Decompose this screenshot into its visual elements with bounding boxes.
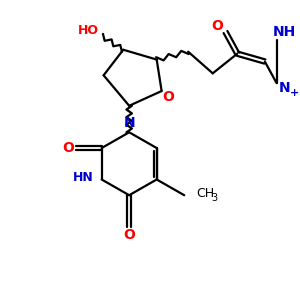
Text: O: O xyxy=(62,141,74,155)
Text: 3: 3 xyxy=(212,193,218,203)
Text: N: N xyxy=(279,81,290,95)
Text: CH: CH xyxy=(196,187,214,200)
Text: O: O xyxy=(123,227,135,242)
Text: O: O xyxy=(163,90,174,104)
Text: +: + xyxy=(290,88,299,98)
Text: N: N xyxy=(123,116,135,130)
Text: HN: HN xyxy=(73,171,94,184)
Text: NH: NH xyxy=(273,25,296,39)
Text: O: O xyxy=(212,19,224,33)
Text: HO: HO xyxy=(77,24,98,37)
